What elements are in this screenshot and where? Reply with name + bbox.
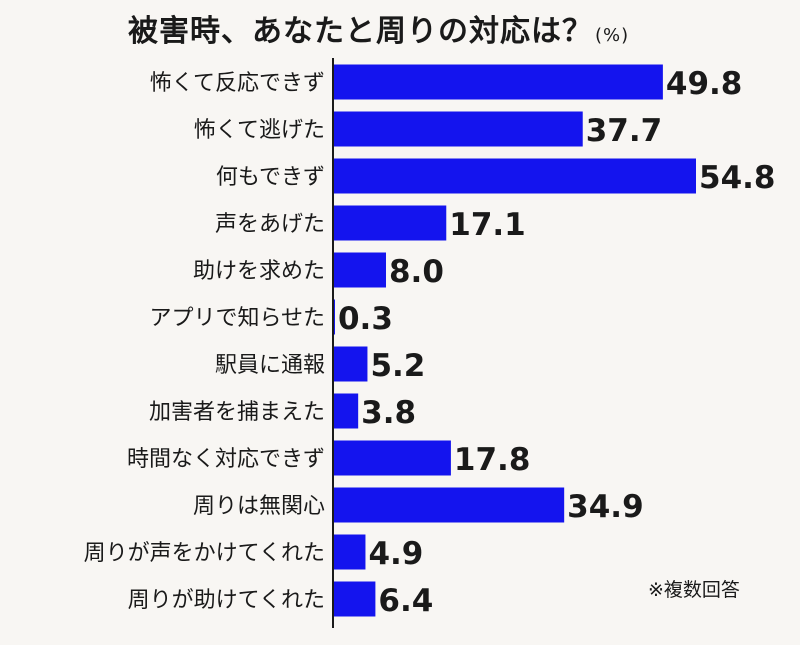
value-label-2: 37.7 <box>586 113 663 149</box>
category-label-8: 加害者を捕まえた <box>149 400 325 425</box>
value-label-11: 4.9 <box>368 536 423 572</box>
value-label-12: 6.4 <box>378 583 433 619</box>
category-label-11: 周りが声をかけてくれた <box>84 541 325 566</box>
bars-layer <box>333 64 696 617</box>
value-label-5: 8.0 <box>389 254 444 290</box>
value-label-4: 17.1 <box>449 207 526 243</box>
bar-9 <box>333 440 451 476</box>
bar-2 <box>333 111 583 147</box>
bar-7 <box>333 346 368 382</box>
category-label-5: 助けを求めた <box>193 259 325 284</box>
value-label-9: 17.8 <box>454 442 531 478</box>
chart-title-text: 被害時、あなたと周りの対応は？ <box>128 14 593 49</box>
category-label-12: 周りが助けてくれた <box>128 588 325 613</box>
bar-5 <box>333 252 386 288</box>
category-label-6: アプリで知らせた <box>149 306 325 331</box>
value-label-6: 0.3 <box>338 301 393 337</box>
value-label-10: 34.9 <box>567 489 644 525</box>
chart-unit: (%) <box>595 25 630 46</box>
category-label-9: 時間なく対応できず <box>127 447 325 472</box>
bar-12 <box>333 581 376 617</box>
bar-11 <box>333 534 366 570</box>
bar-4 <box>333 205 447 241</box>
category-label-1: 怖くて反応できず <box>150 71 325 96</box>
labels-layer: 怖くて反応できず 49.8 怖くて逃げた 37.7 何もできず 54.8 声をあげた 17.1… <box>84 66 776 619</box>
chart-note: ※複数回答 <box>648 579 740 601</box>
category-label-7: 駅員に通報 <box>215 353 325 378</box>
value-label-7: 5.2 <box>370 348 425 384</box>
category-label-10: 周りは無関心 <box>193 494 325 519</box>
bar-10 <box>333 487 565 523</box>
category-label-3: 何もできず <box>216 165 325 190</box>
bar-3 <box>333 158 696 194</box>
value-label-1: 49.8 <box>666 66 743 102</box>
bar-1 <box>333 64 663 100</box>
bar-8 <box>333 393 359 429</box>
value-label-8: 3.8 <box>361 395 416 431</box>
value-label-3: 54.8 <box>699 160 776 196</box>
category-label-2: 怖くて逃げた <box>194 118 325 143</box>
chart-title: 被害時、あなたと周りの対応は？ (%) <box>128 6 629 50</box>
category-label-4: 声をあげた <box>215 212 325 237</box>
